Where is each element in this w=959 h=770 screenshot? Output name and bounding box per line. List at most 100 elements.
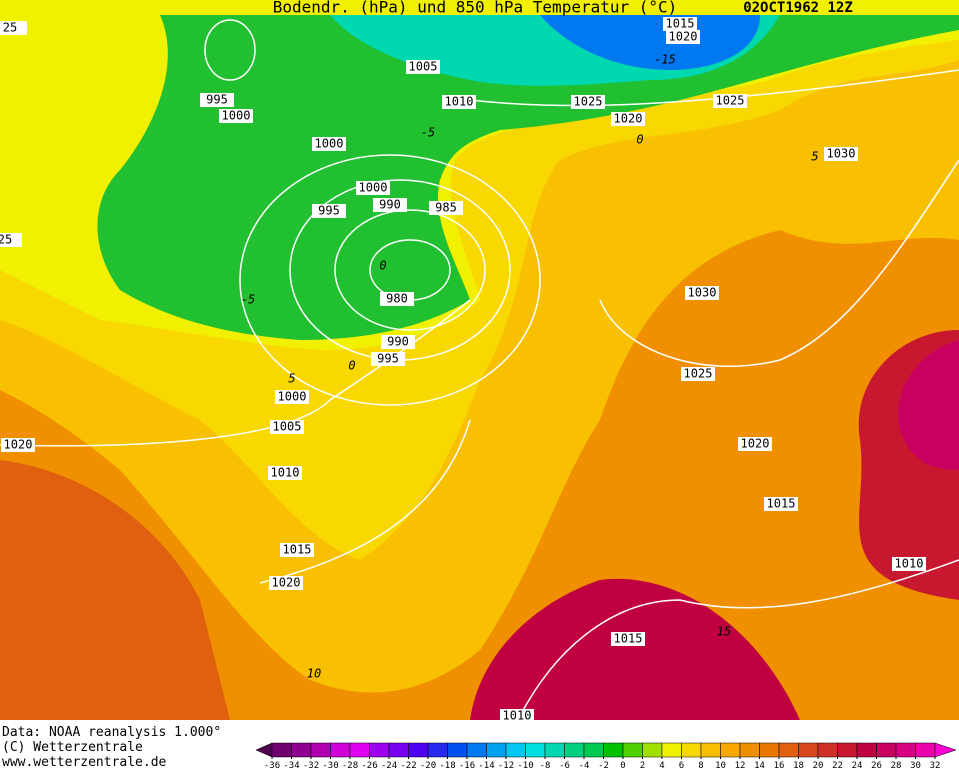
temperature-label: -5 bbox=[421, 126, 435, 140]
isobar-label: 1005 bbox=[409, 60, 438, 74]
colorbar-cell bbox=[447, 742, 468, 758]
colorbar-tick-label: -14 bbox=[478, 761, 494, 770]
colorbar-cell bbox=[739, 742, 760, 758]
isobar-label-box bbox=[406, 60, 440, 74]
temperature-label: 0 bbox=[636, 133, 643, 147]
map-title: Bodendr. (hPa) und 850 hPa Temperatur (°… bbox=[273, 0, 678, 17]
isobar-label-box bbox=[219, 109, 253, 123]
colorbar-tick-label: -32 bbox=[303, 761, 319, 770]
isobar-label: 1020 bbox=[669, 30, 698, 44]
isobar-label: 1020 bbox=[614, 112, 643, 126]
colorbar-tick-label: -10 bbox=[517, 761, 533, 770]
isobar-label: 1030 bbox=[688, 286, 717, 300]
isobar-label-box bbox=[268, 466, 302, 480]
isobar-label-box bbox=[280, 543, 314, 557]
colorbar-tick-label: 28 bbox=[891, 761, 902, 770]
isobar-label: 25 bbox=[0, 233, 12, 247]
isobar-label: 1015 bbox=[283, 543, 312, 557]
temperature-label: 5 bbox=[288, 372, 295, 386]
temperature-label: 5 bbox=[811, 150, 818, 164]
temperature-label: 0 bbox=[348, 359, 355, 373]
colorbar-cell bbox=[915, 742, 936, 758]
colorbar-cell bbox=[525, 742, 546, 758]
isobar-label: 980 bbox=[386, 292, 408, 306]
colorbar-tick-label: -34 bbox=[283, 761, 299, 770]
colorbar-tick-label: 0 bbox=[620, 761, 625, 770]
isobar-label-box bbox=[312, 204, 346, 218]
colorbar-tick-label: -36 bbox=[264, 761, 280, 770]
map-date: 02OCT1962 12Z bbox=[743, 0, 853, 16]
isobar-label-box bbox=[738, 437, 772, 451]
isobar-label-box bbox=[611, 112, 645, 126]
isobar-label-box bbox=[685, 286, 719, 300]
colorbar-tick-label: -8 bbox=[540, 761, 551, 770]
colorbar-cell bbox=[642, 742, 663, 758]
colorbar-tick-label: 14 bbox=[754, 761, 765, 770]
isobar-label: 1025 bbox=[574, 95, 603, 109]
colorbar-cell bbox=[700, 742, 721, 758]
isobar-label-box bbox=[270, 420, 304, 434]
isobar-label-box bbox=[764, 497, 798, 511]
isobar-label-box bbox=[373, 198, 407, 212]
isobar-label-box bbox=[666, 30, 700, 44]
colorbar-cell bbox=[564, 742, 585, 758]
colorbar-cell bbox=[603, 742, 624, 758]
colorbar-cell bbox=[369, 742, 390, 758]
isobar-label: 1010 bbox=[503, 709, 532, 723]
colorbar-cell bbox=[895, 742, 916, 758]
isobar-label: 995 bbox=[206, 93, 228, 107]
coldest-zone bbox=[540, 15, 760, 70]
colorbar-cell bbox=[408, 742, 429, 758]
colorbar-cell bbox=[720, 742, 741, 758]
footer-copyright: (C) Wetterzentrale bbox=[2, 740, 143, 755]
colorbar-cell bbox=[798, 742, 819, 758]
isobar-label-box bbox=[381, 335, 415, 349]
isobar-label-box bbox=[275, 390, 309, 404]
colorbar-tick-label: 2 bbox=[640, 761, 645, 770]
isobar-label-box bbox=[0, 233, 22, 247]
colorbar-tick-label: 8 bbox=[698, 761, 703, 770]
isobar-label: 995 bbox=[377, 352, 399, 366]
colorbar-tick-label: 24 bbox=[852, 761, 863, 770]
colorbar-cell bbox=[778, 742, 799, 758]
isobar-label-box bbox=[269, 576, 303, 590]
isobar-label: 1020 bbox=[4, 438, 33, 452]
colorbar-tick-label: -24 bbox=[381, 761, 397, 770]
isobar-label-box bbox=[663, 17, 697, 31]
colorbar-tick-label: 10 bbox=[715, 761, 726, 770]
colorbar-tick-label: 30 bbox=[910, 761, 921, 770]
temperature-label: 0 bbox=[379, 259, 386, 273]
colorbar-cell bbox=[310, 742, 331, 758]
colorbar-tick-label: 20 bbox=[813, 761, 824, 770]
colorbar-tick-label: 26 bbox=[871, 761, 882, 770]
temperature-label: 10 bbox=[307, 667, 321, 681]
isobar-label: 990 bbox=[387, 335, 409, 349]
colorbar-tick-label: -6 bbox=[559, 761, 570, 770]
colorbar-tick-label: 16 bbox=[774, 761, 785, 770]
isobar-label-box bbox=[371, 352, 405, 366]
isobar-label: 1025 bbox=[684, 367, 713, 381]
colorbar-tick-label: -20 bbox=[420, 761, 436, 770]
temperature-label: 15 bbox=[717, 625, 731, 639]
colorbar-tick-label: 6 bbox=[679, 761, 684, 770]
colorbar-cell bbox=[837, 742, 858, 758]
colorbar-cell bbox=[817, 742, 838, 758]
footer-data: Data: NOAA reanalysis 1.000° bbox=[2, 725, 221, 740]
colorbar-tick-label: -16 bbox=[459, 761, 475, 770]
temperature-label: -15 bbox=[654, 53, 676, 67]
colorbar-cell bbox=[681, 742, 702, 758]
colorbar-cell bbox=[427, 742, 448, 758]
colorbar-tick-label: 32 bbox=[930, 761, 941, 770]
colorbar-cell bbox=[583, 742, 604, 758]
warm-atlantic bbox=[0, 460, 230, 720]
isobar-label-box bbox=[312, 137, 346, 151]
colorbar-tick-label: 22 bbox=[832, 761, 843, 770]
isobar-label-box bbox=[1, 438, 35, 452]
colorbar-cell bbox=[466, 742, 487, 758]
colorbar-cell bbox=[876, 742, 897, 758]
isobar-label: 985 bbox=[435, 201, 457, 215]
colorbar-tick-label: -22 bbox=[400, 761, 416, 770]
isobar-label-box bbox=[380, 292, 414, 306]
colorbar-cell bbox=[291, 742, 312, 758]
